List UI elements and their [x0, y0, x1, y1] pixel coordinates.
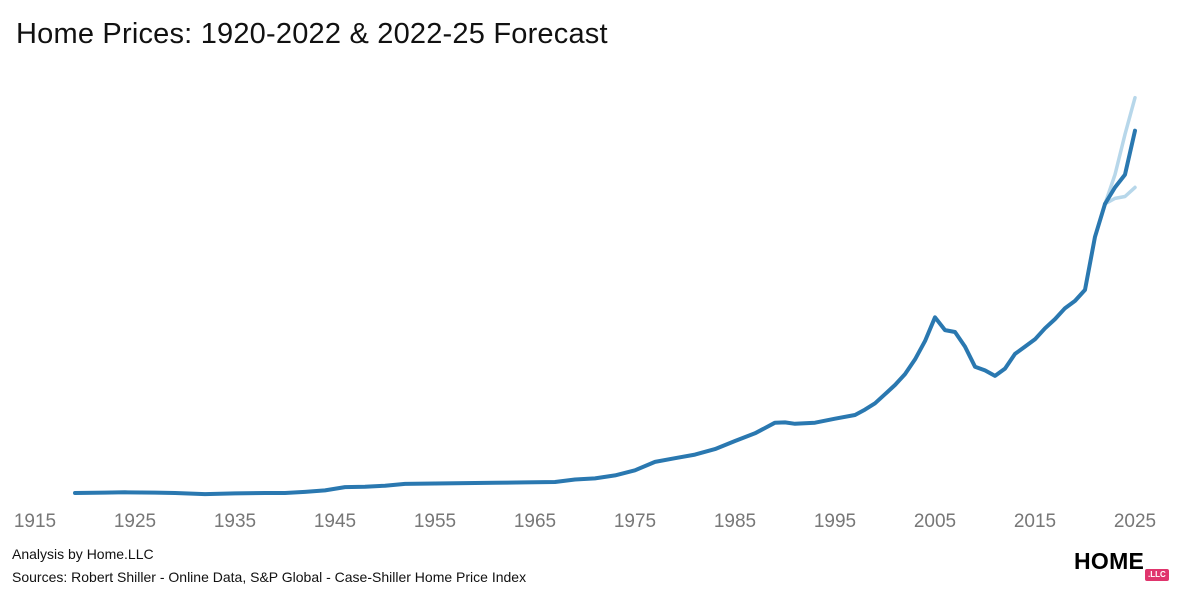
x-tick-label: 1945	[314, 511, 356, 532]
x-tick-label: 2025	[1114, 511, 1156, 532]
x-tick-label: 1965	[514, 511, 556, 532]
series-line-forecast-low	[1103, 185, 1137, 206]
x-tick-label: 1995	[814, 511, 856, 532]
x-tick-label: 1915	[14, 511, 56, 532]
analysis-credit: Analysis by Home.LLC	[12, 546, 154, 562]
series-line-historical	[73, 201, 1107, 497]
x-axis-ticks: 1915 1925 1935 1945 1955 1965 1975 1985 1995 2005…	[14, 511, 1156, 532]
chart-title: Home Prices: 1920-2022 & 2022-25 Forecas…	[16, 18, 608, 50]
x-tick-label: 1985	[714, 511, 756, 532]
x-tick-label: 1925	[114, 511, 156, 532]
sources-note: Sources: Robert Shiller - Online Data, S…	[12, 569, 527, 585]
x-tick-label: 1935	[214, 511, 256, 532]
x-tick-label: 1955	[414, 511, 456, 532]
logo-badge: .LLC	[1145, 569, 1169, 581]
x-tick-label: 1975	[614, 511, 656, 532]
series-layer	[73, 95, 1137, 497]
x-tick-label: 2005	[914, 511, 956, 532]
home-llc-logo: HOME	[1074, 548, 1145, 574]
series-line-forecast-high	[1103, 95, 1137, 206]
x-tick-label: 2015	[1014, 511, 1056, 532]
series-line-forecast	[1103, 128, 1137, 206]
